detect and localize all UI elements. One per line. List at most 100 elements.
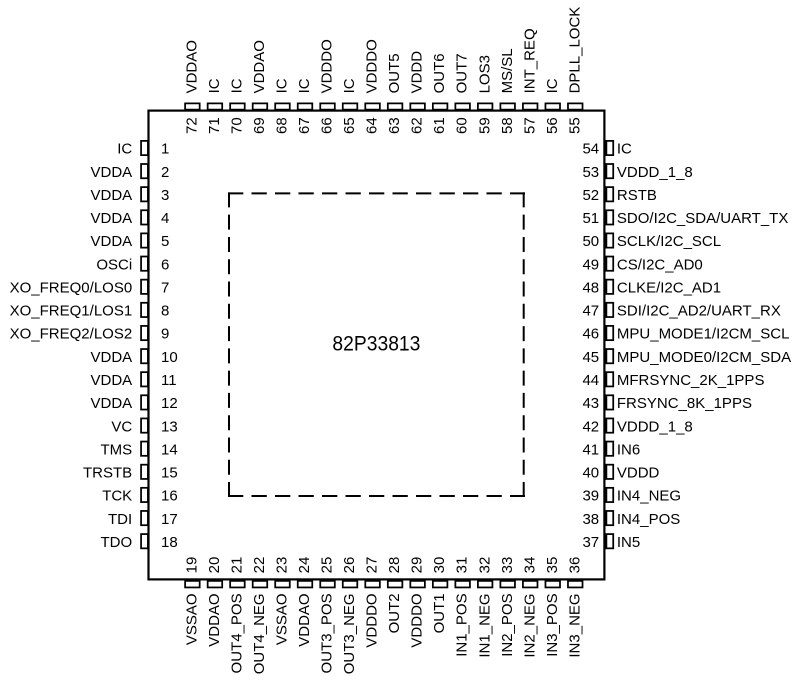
svg-text:70: 70 — [229, 117, 246, 134]
svg-text:IN4_POS: IN4_POS — [617, 511, 680, 528]
svg-text:VSSAO: VSSAO — [274, 593, 291, 645]
svg-text:OUT6: OUT6 — [431, 53, 448, 93]
svg-text:41: 41 — [582, 441, 599, 458]
svg-text:VDDDO: VDDDO — [364, 39, 381, 93]
svg-text:CS/I2C_AD0: CS/I2C_AD0 — [617, 256, 703, 273]
svg-text:4: 4 — [161, 210, 169, 227]
svg-text:VDDD: VDDD — [617, 465, 660, 482]
svg-text:64: 64 — [364, 117, 381, 134]
svg-text:15: 15 — [161, 465, 178, 482]
svg-text:32: 32 — [476, 557, 493, 574]
svg-text:28: 28 — [386, 557, 403, 574]
svg-text:IN1_NEG: IN1_NEG — [476, 593, 493, 657]
svg-text:72: 72 — [184, 117, 201, 134]
svg-text:21: 21 — [229, 557, 246, 574]
svg-text:IN2_POS: IN2_POS — [499, 593, 516, 656]
svg-text:VDDD_1_8: VDDD_1_8 — [617, 164, 693, 181]
svg-text:VDDAO: VDDAO — [296, 593, 313, 646]
svg-text:47: 47 — [582, 303, 599, 320]
svg-text:IC: IC — [544, 78, 561, 93]
svg-text:VDDD: VDDD — [409, 51, 426, 94]
svg-text:45: 45 — [582, 349, 599, 366]
svg-text:46: 46 — [582, 326, 599, 343]
svg-text:9: 9 — [161, 326, 169, 343]
svg-text:66: 66 — [319, 117, 336, 134]
svg-text:IN1_POS: IN1_POS — [454, 593, 471, 656]
svg-text:SDO/I2C_SDA/UART_TX: SDO/I2C_SDA/UART_TX — [617, 210, 788, 227]
svg-text:71: 71 — [206, 117, 223, 134]
svg-text:TRSTB: TRSTB — [83, 465, 132, 482]
svg-text:IN3_POS: IN3_POS — [544, 593, 561, 656]
svg-text:SCLK/I2C_SCL: SCLK/I2C_SCL — [617, 233, 721, 250]
svg-text:48: 48 — [582, 279, 599, 296]
svg-text:VDDAO: VDDAO — [184, 40, 201, 93]
svg-text:56: 56 — [544, 117, 561, 134]
svg-text:51: 51 — [582, 210, 599, 227]
svg-text:7: 7 — [161, 279, 169, 296]
svg-text:49: 49 — [582, 256, 599, 273]
svg-text:OSCi: OSCi — [96, 256, 132, 273]
svg-text:CLKE/I2C_AD1: CLKE/I2C_AD1 — [617, 279, 721, 296]
svg-text:VDDA: VDDA — [91, 233, 133, 250]
svg-text:VDDA: VDDA — [91, 210, 133, 227]
svg-text:OUT4_POS: OUT4_POS — [229, 593, 246, 673]
svg-text:65: 65 — [341, 117, 358, 134]
svg-text:VDDDO: VDDDO — [319, 39, 336, 93]
svg-text:VC: VC — [111, 418, 132, 435]
svg-text:IC: IC — [296, 78, 313, 93]
svg-text:3: 3 — [161, 187, 169, 204]
svg-text:42: 42 — [582, 418, 599, 435]
svg-text:TDI: TDI — [108, 511, 132, 528]
svg-text:SDI/I2C_AD2/UART_RX: SDI/I2C_AD2/UART_RX — [617, 303, 781, 320]
svg-text:37: 37 — [582, 534, 599, 551]
svg-text:63: 63 — [386, 117, 403, 134]
svg-text:31: 31 — [454, 557, 471, 574]
svg-text:34: 34 — [521, 557, 538, 574]
svg-text:35: 35 — [544, 557, 561, 574]
svg-text:23: 23 — [274, 557, 291, 574]
svg-text:68: 68 — [274, 117, 291, 134]
svg-text:IN3_NEG: IN3_NEG — [566, 593, 583, 657]
svg-text:VDDDO: VDDDO — [364, 593, 381, 647]
svg-text:22: 22 — [251, 557, 268, 574]
svg-text:OUT7: OUT7 — [454, 53, 471, 93]
svg-text:29: 29 — [409, 557, 426, 574]
svg-text:30: 30 — [431, 557, 448, 574]
svg-text:VSSAO: VSSAO — [184, 593, 201, 645]
svg-text:43: 43 — [582, 395, 599, 412]
svg-text:36: 36 — [566, 557, 583, 574]
svg-text:61: 61 — [431, 117, 448, 134]
svg-text:39: 39 — [582, 488, 599, 505]
svg-text:IC: IC — [274, 78, 291, 93]
svg-text:60: 60 — [454, 117, 471, 134]
svg-text:XO_FREQ1/LOS1: XO_FREQ1/LOS1 — [10, 303, 133, 320]
svg-text:IN6: IN6 — [617, 441, 640, 458]
svg-text:VDDA: VDDA — [91, 372, 133, 389]
svg-text:MPU_MODE0/I2CM_SDA: MPU_MODE0/I2CM_SDA — [617, 349, 791, 366]
svg-text:DPLL_LOCK: DPLL_LOCK — [566, 7, 583, 94]
svg-text:VDDAO: VDDAO — [206, 593, 223, 646]
svg-text:IN5: IN5 — [617, 534, 640, 551]
svg-text:58: 58 — [499, 117, 516, 134]
svg-text:5: 5 — [161, 233, 169, 250]
svg-text:TMS: TMS — [101, 441, 133, 458]
svg-text:12: 12 — [161, 395, 178, 412]
svg-text:TDO: TDO — [101, 534, 133, 551]
svg-text:8: 8 — [161, 303, 169, 320]
svg-text:MFRSYNC_2K_1PPS: MFRSYNC_2K_1PPS — [617, 372, 765, 389]
svg-text:16: 16 — [161, 488, 178, 505]
svg-text:VDDD_1_8: VDDD_1_8 — [617, 418, 693, 435]
svg-text:57: 57 — [521, 117, 538, 134]
svg-text:IC: IC — [341, 78, 358, 93]
svg-text:6: 6 — [161, 256, 169, 273]
svg-text:82P33813: 82P33813 — [332, 332, 420, 356]
svg-text:OUT2: OUT2 — [386, 593, 403, 633]
svg-text:24: 24 — [296, 557, 313, 574]
svg-text:IN4_NEG: IN4_NEG — [617, 488, 681, 505]
svg-text:TCK: TCK — [102, 488, 132, 505]
svg-text:11: 11 — [161, 372, 177, 389]
svg-text:VDDAO: VDDAO — [251, 40, 268, 93]
svg-text:52: 52 — [582, 187, 599, 204]
svg-text:19: 19 — [184, 557, 201, 574]
svg-text:MPU_MODE1/I2CM_SCL: MPU_MODE1/I2CM_SCL — [617, 326, 790, 343]
